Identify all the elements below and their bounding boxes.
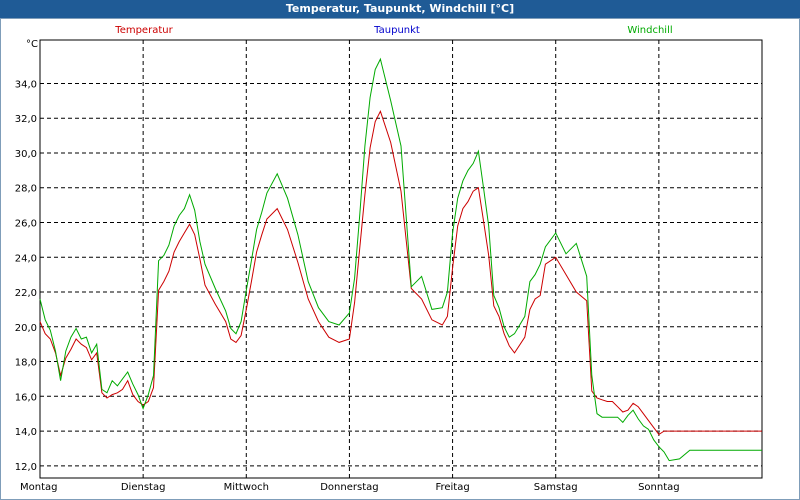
chart-frame [0, 18, 800, 500]
legend-temperatur: Temperatur [114, 25, 173, 36]
y-tick-label: 26,0 [15, 219, 37, 230]
y-tick-label: 14,0 [15, 427, 37, 438]
y-tick-label: 12,0 [15, 462, 37, 473]
x-tick-day-label: Donnerstag [320, 482, 378, 493]
y-tick-label: 18,0 [15, 358, 37, 369]
series-line-temperatur [39, 109, 762, 436]
x-tick-day-label: Sonntag [638, 482, 680, 493]
x-tick-day-label: Mittwoch [224, 482, 269, 493]
series-line-windchill [39, 57, 762, 462]
data-series [39, 57, 762, 462]
y-tick-label: 24,0 [15, 253, 37, 264]
x-axis-ticks: Montag10.08.15Dienstag11.08.15Mittwoch12… [20, 482, 680, 493]
y-tick-label: 22,0 [15, 288, 37, 299]
y-axis-unit-label: °C [26, 39, 38, 50]
x-tick-day-label: Dienstag [121, 482, 166, 493]
line-chart: 12,0 14,0 16,0 18,0 20,0 22,0 24,0 26,0 28,0 30,0… [15, 25, 763, 493]
y-tick-label: 34,0 [15, 79, 37, 90]
chart-title-bar: Temperatur, Taupunkt, Windchill [°C] [0, 0, 800, 18]
y-axis-ticks: 12,0 14,0 16,0 18,0 20,0 22,0 24,0 26,0 28,0 30,0… [15, 79, 37, 472]
x-tick-day-label: Montag [20, 482, 57, 493]
x-tick-day-label: Freitag [435, 482, 469, 493]
x-tick-day-label: Samstag [534, 482, 578, 493]
grid [40, 40, 762, 478]
legend-taupunkt: Taupunkt [373, 25, 420, 36]
plot-area-border [39, 39, 763, 479]
y-tick-label: 32,0 [15, 114, 37, 125]
y-tick-label: 16,0 [15, 392, 37, 403]
y-tick-label: 20,0 [15, 323, 37, 334]
y-tick-label: 28,0 [15, 184, 37, 195]
legend-windchill: Windchill [627, 25, 672, 36]
chart-title: Temperatur, Taupunkt, Windchill [°C] [285, 2, 515, 15]
y-tick-label: 30,0 [15, 149, 37, 160]
